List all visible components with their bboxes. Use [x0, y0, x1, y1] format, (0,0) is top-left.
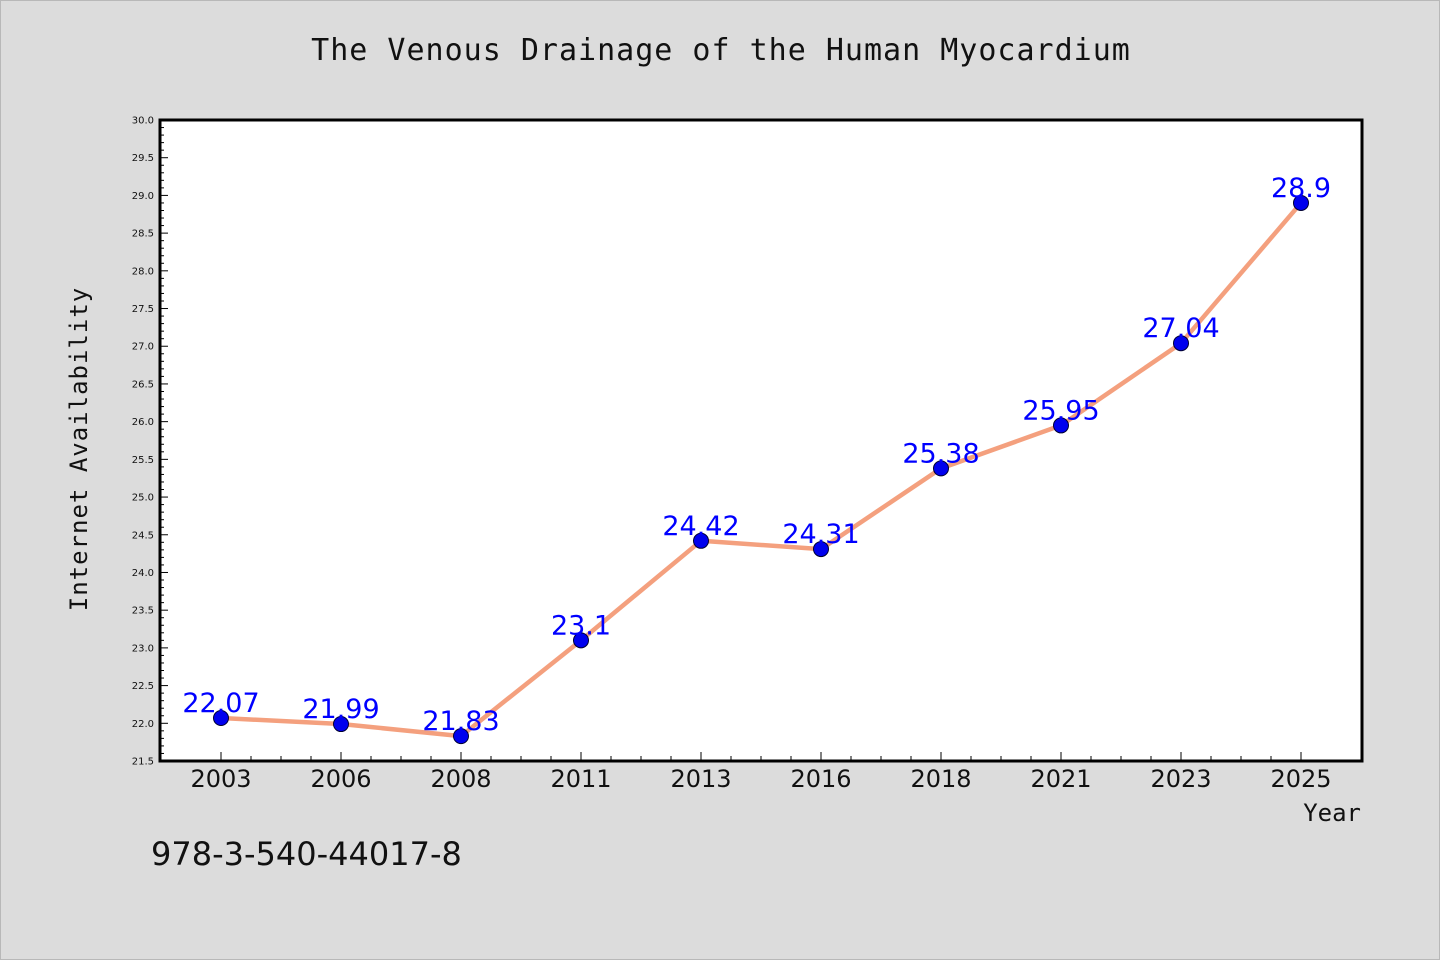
- data-point: [813, 541, 829, 558]
- y-tick-label: 25.5: [132, 455, 154, 466]
- x-tick-label: 2023: [1150, 765, 1211, 793]
- x-tick-label: 2006: [310, 765, 371, 793]
- y-tick-label: 24.5: [132, 530, 154, 541]
- x-tick-label: 2018: [910, 765, 971, 793]
- y-axis-label: Internet Availability: [65, 287, 93, 611]
- data-label: 25.95: [1022, 395, 1099, 426]
- plot-area: [158, 118, 1364, 763]
- y-tick-label: 24.0: [132, 568, 154, 579]
- data-point: [1053, 417, 1069, 434]
- y-tick-label: 27.5: [132, 304, 154, 315]
- data-label-layer: 22.07 21.99 21.83 23.1 24.42 24.31 25.38 25.95 2…: [182, 173, 1331, 737]
- y-tick-label: 29.0: [132, 191, 154, 202]
- y-tick-label: 27.0: [132, 342, 154, 353]
- data-label: 21.99: [302, 694, 379, 725]
- data-label: 24.42: [662, 511, 739, 542]
- data-label: 22.07: [182, 688, 259, 719]
- x-tick-label: 2021: [1030, 765, 1091, 793]
- y-axis: 21.5 22.0 22.5 23.0 23.5 24.0 24.5 25.0 25.5 26.0…: [132, 116, 168, 768]
- y-tick-label: 21.5: [132, 757, 154, 768]
- y-tick-label: 23.5: [132, 606, 154, 617]
- isbn-text: 978-3-540-44017-8: [151, 835, 462, 873]
- x-tick-label: 2025: [1270, 765, 1331, 793]
- x-tick-label: 2013: [670, 765, 731, 793]
- data-point: [1293, 194, 1309, 211]
- x-axis: 2003 2006 2008 2011 2013 2016 2018 2021 2023 2025: [190, 752, 1332, 793]
- y-tick-label: 26.5: [132, 379, 154, 390]
- series-layer: [213, 194, 1309, 745]
- y-tick-label: 28.0: [132, 266, 154, 277]
- y-tick-label: 22.5: [132, 681, 154, 692]
- data-label: 28.9: [1271, 173, 1331, 204]
- data-point: [213, 710, 229, 727]
- x-axis-label: Year: [1303, 799, 1361, 827]
- y-tick-label: 22.0: [132, 719, 154, 730]
- y-tick-label: 29.5: [132, 153, 154, 164]
- data-label: 23.1: [551, 610, 611, 641]
- x-tick-label: 2008: [430, 765, 491, 793]
- data-label: 25.38: [902, 438, 979, 469]
- chart-title: The Venous Drainage of the Human Myocard…: [311, 33, 1131, 68]
- x-tick-label: 2016: [790, 765, 851, 793]
- data-point: [573, 632, 589, 649]
- y-tick-label: 23.0: [132, 643, 154, 654]
- series-line: [218, 200, 1304, 739]
- data-label: 24.31: [782, 519, 859, 550]
- x-tick-label: 2003: [190, 765, 251, 793]
- data-point: [333, 716, 349, 733]
- data-point: [1173, 335, 1189, 352]
- data-point: [933, 460, 949, 477]
- data-label: 21.83: [422, 706, 499, 737]
- y-tick-label: 25.0: [132, 493, 154, 504]
- y-tick-label: 28.5: [132, 229, 154, 240]
- data-point: [453, 728, 469, 745]
- data-point: [693, 532, 709, 549]
- x-tick-label: 2011: [550, 765, 611, 793]
- data-label: 27.04: [1142, 313, 1219, 344]
- y-tick-label: 30.0: [132, 116, 154, 127]
- y-tick-label: 26.0: [132, 417, 154, 428]
